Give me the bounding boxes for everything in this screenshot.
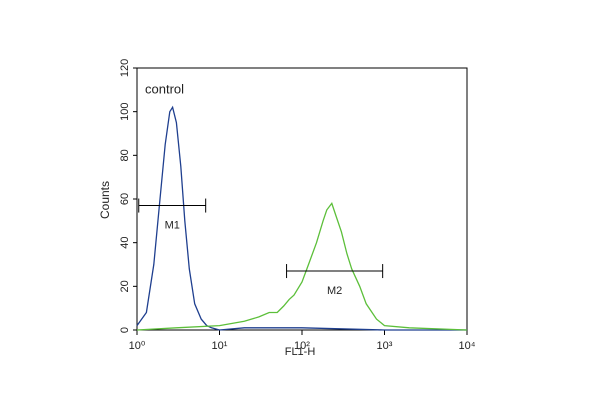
plot-frame <box>136 67 468 331</box>
y-tick-label: 100 <box>119 102 131 120</box>
y-tick-label: 60 <box>119 193 131 205</box>
x-axis-label: FL1-H <box>285 346 316 358</box>
y-tick-label: 20 <box>119 280 131 292</box>
y-axis-label: Counts <box>98 181 112 219</box>
marker-label: M2 <box>327 285 342 297</box>
x-tick-label: 10³ <box>377 340 393 352</box>
y-tick-label: 40 <box>119 237 131 249</box>
marker-label: M1 <box>165 219 180 231</box>
y-tick-label: 0 <box>119 327 131 333</box>
x-tick-label: 10⁰ <box>129 340 146 352</box>
histogram-line <box>136 202 468 331</box>
annotation: control <box>145 81 184 96</box>
x-tick-label: 10⁴ <box>459 340 476 352</box>
histogram-line <box>136 105 467 331</box>
x-tick-label: 10¹ <box>212 340 228 352</box>
y-tick-label: 120 <box>119 59 131 77</box>
x-tick-label: 10² <box>294 340 310 352</box>
y-tick-label: 80 <box>119 149 131 161</box>
